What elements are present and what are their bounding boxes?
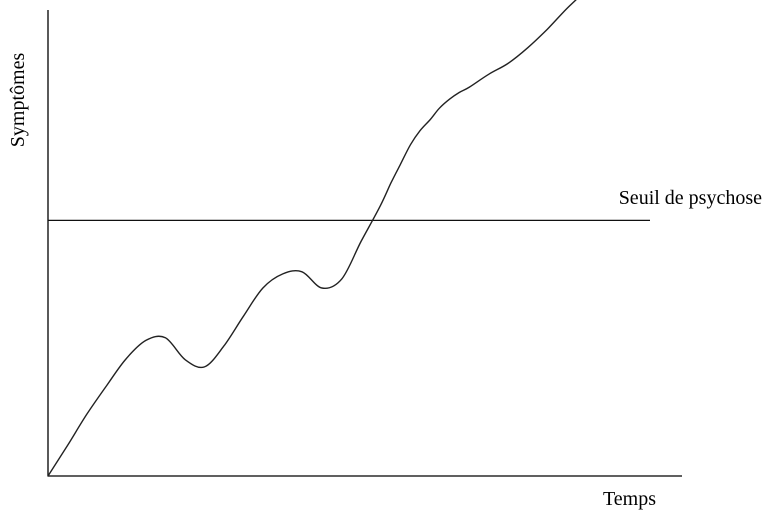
threshold-label: Seuil de psychose bbox=[619, 187, 762, 209]
plot-area bbox=[47, 0, 682, 477]
y-axis-label: Symptômes bbox=[7, 53, 29, 148]
x-axis-label: Temps bbox=[603, 488, 656, 510]
symptoms-curve bbox=[47, 0, 577, 477]
